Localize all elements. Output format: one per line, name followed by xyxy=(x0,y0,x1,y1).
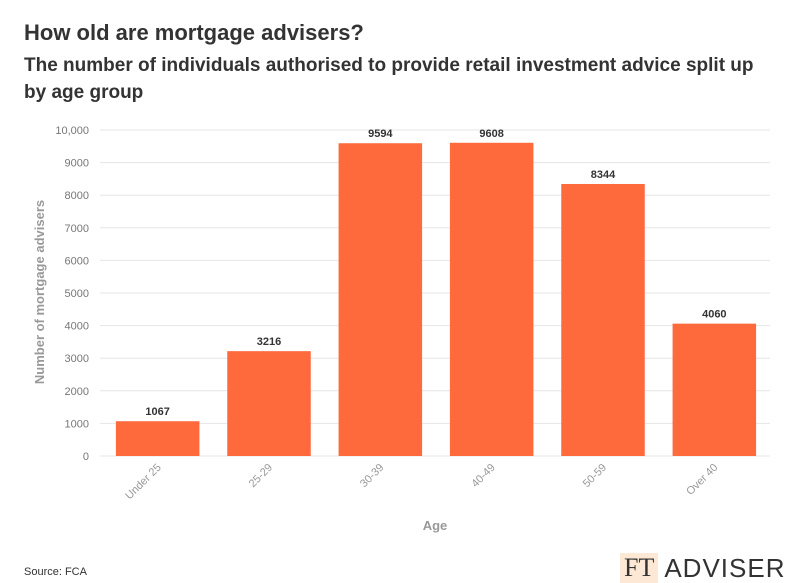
y-tick-label: 7000 xyxy=(65,223,89,235)
x-tick-label: Over 40 xyxy=(684,462,720,498)
grid-lines xyxy=(100,129,770,457)
chart-subtitle: The number of individuals authorised to … xyxy=(24,55,754,103)
ft-adviser-logo: FT ADVISER xyxy=(620,553,786,583)
y-tick-label: 6000 xyxy=(65,255,89,267)
x-tick-label: 50-59 xyxy=(581,462,609,490)
x-tick-labels: Under 25 25-29 30-39 40-49 50-59 Over 40 xyxy=(123,462,720,502)
y-tick-label: 10,000 xyxy=(55,125,89,137)
y-tick-label: 1000 xyxy=(65,418,89,430)
bar xyxy=(672,323,757,456)
y-axis-label: Number of mortgage advisers xyxy=(32,200,47,384)
data-label: 4060 xyxy=(702,309,726,321)
data-label: 1067 xyxy=(145,406,169,418)
y-tick-label: 8000 xyxy=(65,190,89,202)
bar xyxy=(227,351,311,456)
bar xyxy=(561,183,645,456)
data-label: 9594 xyxy=(368,128,393,140)
x-axis-label: Age xyxy=(423,518,448,533)
x-tick-label: Under 25 xyxy=(123,462,163,502)
bar xyxy=(338,143,423,456)
bar xyxy=(449,142,534,456)
x-tick-label: 30-39 xyxy=(358,462,386,490)
bars xyxy=(115,142,757,456)
x-tick-label: 25-29 xyxy=(247,462,275,490)
data-label: 9608 xyxy=(479,128,503,140)
chart-title: How old are mortgage advisers? xyxy=(24,20,364,45)
data-labels: 1067 3216 9594 9608 8344 4060 xyxy=(145,128,726,418)
bar xyxy=(115,421,200,456)
data-label: 3216 xyxy=(257,336,281,348)
data-label: 8344 xyxy=(591,169,616,181)
y-tick-label: 3000 xyxy=(65,353,89,365)
logo-text: ADVISER xyxy=(664,553,786,583)
y-tick-label: 2000 xyxy=(65,386,89,398)
y-tick-label: 0 xyxy=(83,451,89,463)
y-tick-label: 5000 xyxy=(65,288,89,300)
x-tick-label: 40-49 xyxy=(469,462,497,490)
y-tick-labels: 0 1000 2000 3000 4000 5000 6000 7000 8000 9000 10,… xyxy=(55,125,89,463)
y-tick-label: 9000 xyxy=(65,158,89,170)
y-tick-label: 4000 xyxy=(65,321,89,333)
source-note: Source: FCA xyxy=(24,566,87,578)
logo-mark: FT xyxy=(620,553,659,583)
